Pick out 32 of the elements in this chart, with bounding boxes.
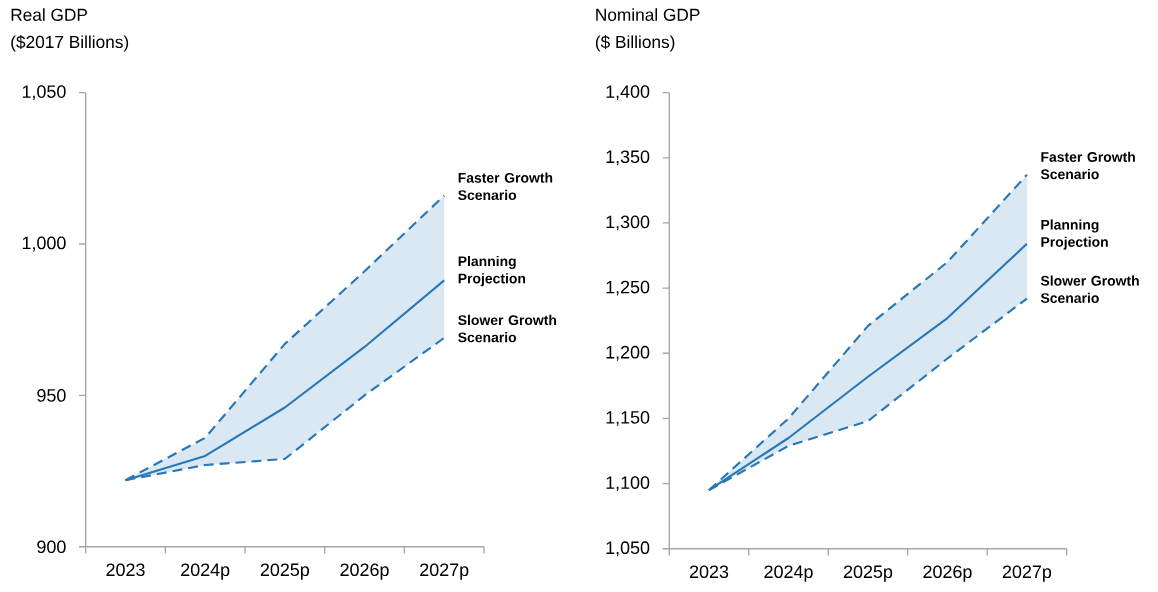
x-tick-label: 2027p: [1002, 565, 1052, 582]
y-tick-label: 1,100: [606, 476, 650, 492]
y-tick-label: 1,050: [22, 85, 66, 101]
series-label: Planning Projection: [1041, 219, 1108, 250]
x-tick-label: 2026p: [340, 563, 389, 580]
chart-title: Real GDP: [11, 8, 87, 22]
y-tick-label: 900: [37, 540, 66, 554]
x-tick-label: 2026p: [923, 565, 972, 582]
chart-title: Nominal GDP: [596, 8, 700, 22]
x-tick-label: 2023: [106, 563, 145, 577]
series-label: Slower Growth Scenario: [458, 315, 557, 343]
x-tick-label: 2025p: [843, 565, 893, 582]
x-tick-label: 2023: [689, 565, 729, 579]
y-tick-label: 1,050: [606, 541, 650, 557]
x-tick-label: 2024p: [764, 565, 813, 582]
x-tick-label: 2024p: [181, 563, 230, 580]
y-tick-label: 1,300: [606, 215, 650, 231]
y-tick-label: 1,150: [606, 411, 650, 427]
y-tick-label: 1,350: [606, 150, 650, 166]
x-tick-label: 2025p: [260, 563, 310, 580]
series-label: Faster Growth Scenario: [458, 172, 553, 201]
series-label: Slower Growth Scenario: [1040, 275, 1139, 304]
chart-subtitle: ($ Billions): [595, 35, 675, 52]
series-label: Planning Projection: [458, 256, 526, 287]
y-tick-label: 1,200: [606, 346, 650, 361]
y-tick-label: 1,000: [22, 236, 66, 252]
y-tick-label: 1,400: [606, 85, 650, 101]
y-tick-label: 1,250: [606, 280, 650, 296]
x-tick-label: 2027p: [420, 563, 469, 580]
series-label: Faster Growth Scenario: [1040, 151, 1135, 180]
y-tick-label: 950: [37, 389, 66, 402]
chart-subtitle: ($2017 Billions): [11, 35, 129, 52]
